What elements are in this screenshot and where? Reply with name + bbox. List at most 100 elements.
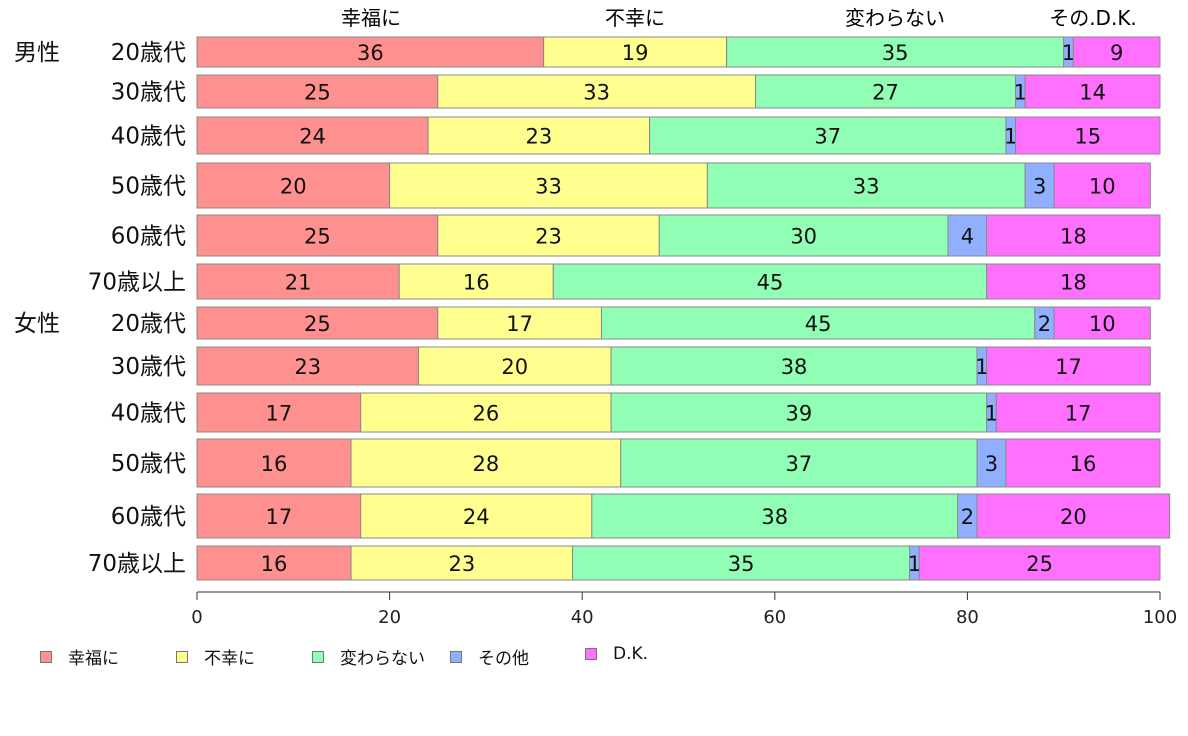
row-label: 70歳以上: [88, 270, 186, 296]
bar-value-label: 25: [304, 312, 331, 336]
bar-segment: [649, 116, 1007, 155]
bar-value-label: 15: [1074, 125, 1101, 149]
bar-value-label: 45: [757, 271, 784, 295]
legend-label: 幸福に: [68, 649, 119, 669]
bar-value-label: 24: [463, 505, 490, 529]
group-label: 男性: [14, 40, 60, 66]
bar-value-label: 25: [1026, 552, 1053, 576]
bar-segment: [196, 214, 439, 257]
bar-segment: [755, 74, 1017, 109]
bar-segment: [350, 438, 622, 488]
bar-value-label: 37: [786, 452, 813, 476]
bar-segment: [196, 74, 439, 109]
bar-value-label: 1: [1014, 81, 1027, 105]
bar-value-label: 39: [786, 402, 813, 426]
legend-label: 変わらない: [340, 649, 425, 669]
legend-label: その他: [478, 649, 529, 669]
bar-value-label: 17: [265, 505, 292, 529]
bar-value-label: 38: [781, 355, 808, 379]
bar-segment: [398, 263, 554, 300]
bar-segment: [976, 438, 1007, 488]
bar-segment: [986, 346, 1151, 386]
bar-value-label: 17: [265, 402, 292, 426]
x-tick-label: 100: [1143, 607, 1177, 628]
bar-segment: [437, 214, 660, 257]
bar-segment: [1024, 162, 1055, 209]
bar-value-label: 3: [985, 452, 998, 476]
bar-value-label: 35: [882, 41, 909, 65]
bar-segment: [572, 545, 911, 581]
bar-value-label: 16: [261, 452, 288, 476]
bar-segment: [389, 162, 708, 209]
bar-segment: [610, 392, 988, 433]
row-label: 70歳以上: [88, 551, 186, 577]
bar-value-label: 3: [1033, 175, 1046, 199]
bar-value-label: 1: [908, 552, 921, 576]
bar-value-label: 26: [473, 402, 500, 426]
legend-label: D.K.: [613, 644, 649, 664]
bar-value-label: 9: [1110, 41, 1123, 65]
bar-segment: [976, 493, 1171, 539]
bar-value-label: 28: [473, 452, 500, 476]
bar-value-label: 37: [814, 125, 841, 149]
bar-value-label: 1: [975, 355, 988, 379]
bar-segment: [196, 263, 400, 300]
bar-value-label: 18: [1060, 225, 1087, 249]
row-label: 20歳代: [111, 40, 186, 66]
bar-segment: [543, 36, 728, 68]
bar-segment: [1053, 306, 1151, 340]
bar-value-label: 16: [261, 552, 288, 576]
bar-segment: [986, 263, 1161, 300]
bar-segment: [1024, 74, 1161, 109]
bar-segment: [1005, 438, 1161, 488]
bar-segment: [995, 392, 1161, 433]
column-header: 不幸に: [605, 6, 665, 30]
bar-value-label: 1: [1004, 125, 1017, 149]
bar-value-label: 18: [1060, 271, 1087, 295]
bar-segment: [196, 36, 545, 68]
column-header: その.D.K.: [1049, 6, 1137, 30]
row-label: 30歳代: [111, 80, 186, 106]
bar-value-label: 2: [961, 505, 974, 529]
bar-value-label: 17: [1055, 355, 1082, 379]
x-tick-label: 20: [378, 607, 401, 628]
bar-segment: [610, 346, 978, 386]
column-header: 幸福に: [341, 6, 401, 30]
bar-segment: [658, 214, 949, 257]
bar-segment: [947, 214, 988, 257]
bar-value-label: 45: [805, 312, 832, 336]
bar-segment: [196, 545, 352, 581]
bar-segment: [417, 346, 612, 386]
bar-segment: [196, 392, 362, 433]
bar-segment: [437, 306, 602, 340]
bar-segment: [1015, 116, 1161, 155]
bar-segment: [918, 545, 1161, 581]
bar-segment: [196, 346, 419, 386]
bar-value-label: 16: [463, 271, 490, 295]
bar-value-label: 30: [790, 225, 817, 249]
bar-value-label: 4: [961, 225, 974, 249]
legend-swatch: [585, 648, 597, 660]
bar-segment: [600, 306, 1036, 340]
row-label: 40歳代: [111, 401, 186, 427]
bar-segment: [360, 493, 593, 539]
bar-segment: [1053, 162, 1151, 209]
bar-value-label: 20: [1060, 505, 1087, 529]
row-label: 50歳代: [111, 451, 186, 477]
bar-value-label: 23: [448, 552, 475, 576]
bar-segment: [427, 116, 651, 155]
bar-value-label: 33: [853, 175, 880, 199]
bar-value-label: 1: [985, 402, 998, 426]
x-axis: 0 20 40 60 80 100: [191, 591, 1177, 628]
bar-segment: [196, 493, 362, 539]
legend-label: 不幸に: [204, 649, 255, 669]
bar-segment: [726, 36, 1065, 68]
x-tick-label: 80: [956, 607, 979, 628]
bar-segment: [591, 493, 959, 539]
bar-value-label: 24: [299, 125, 326, 149]
legend-swatch: [312, 650, 324, 663]
bar-value-label: 20: [501, 355, 528, 379]
bar-value-label: 23: [535, 225, 562, 249]
